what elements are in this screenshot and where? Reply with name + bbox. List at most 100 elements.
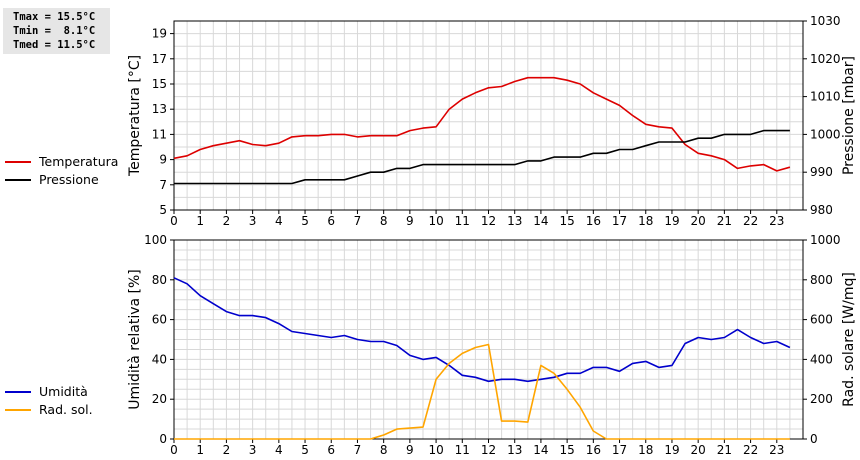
legend-swatch bbox=[5, 161, 31, 163]
x-tick-label: 17 bbox=[612, 443, 627, 457]
x-tick-label: 16 bbox=[586, 443, 601, 457]
x-tick-label: 9 bbox=[406, 214, 414, 228]
x-tick-label: 7 bbox=[354, 214, 362, 228]
x-tick-label: 13 bbox=[507, 214, 522, 228]
x-tick-label: 22 bbox=[743, 443, 758, 457]
x-tick-label: 21 bbox=[717, 214, 732, 228]
y2-tick-label: 600 bbox=[810, 313, 833, 327]
legend-swatch bbox=[5, 409, 31, 411]
y-axis-label: Temperatura [°C] bbox=[127, 55, 143, 177]
x-tick-label: 18 bbox=[638, 443, 653, 457]
y-tick-label: 60 bbox=[152, 313, 167, 327]
y-tick-label: 20 bbox=[152, 392, 167, 406]
x-tick-label: 7 bbox=[354, 443, 362, 457]
chart-panel-1: 0 1 2 3 4 5 6 7 8 9 10 11 12 13 14 15 16 17 18 19 20 21 22 2302… bbox=[127, 233, 857, 457]
y2-tick-label: 1000 bbox=[810, 233, 841, 247]
x-tick-label: 11 bbox=[455, 443, 470, 457]
y-tick-label: 15 bbox=[152, 77, 167, 91]
legend-label: Pressione bbox=[39, 172, 99, 187]
x-tick-label: 21 bbox=[717, 443, 732, 457]
series-line-rad-sol- bbox=[174, 343, 790, 440]
legend-label: Umidità bbox=[39, 384, 88, 399]
y2-tick-label: 1010 bbox=[810, 90, 841, 104]
x-tick-label: 20 bbox=[691, 214, 706, 228]
y2-axis-label: Rad. solare [W/mq] bbox=[841, 272, 857, 407]
x-tick-label: 15 bbox=[559, 214, 574, 228]
x-tick-label: 17 bbox=[612, 214, 627, 228]
series-line-temperatura bbox=[173, 76, 791, 172]
y-tick-label: 19 bbox=[152, 27, 167, 41]
y2-tick-label: 1020 bbox=[810, 52, 841, 66]
x-tick-label: 9 bbox=[406, 443, 414, 457]
legend-radsol-row: Rad. sol. bbox=[5, 402, 125, 418]
legend-label: Rad. sol. bbox=[39, 402, 93, 417]
x-tick-label: 23 bbox=[769, 214, 784, 228]
y-tick-label: 100 bbox=[144, 233, 167, 247]
legend-umidita: Umidità bbox=[5, 384, 125, 400]
y-axis-label: Umidità relativa [%] bbox=[127, 269, 143, 410]
x-tick-label: 8 bbox=[380, 443, 388, 457]
y2-tick-label: 0 bbox=[810, 432, 818, 446]
x-tick-label: 23 bbox=[769, 443, 784, 457]
y2-tick-label: 990 bbox=[810, 165, 833, 179]
y-tick-label: 17 bbox=[152, 52, 167, 66]
x-tick-label: 5 bbox=[301, 214, 309, 228]
x-tick-label: 4 bbox=[275, 214, 283, 228]
y-tick-label: 13 bbox=[152, 102, 167, 116]
series-line-umidit- bbox=[173, 277, 791, 383]
y-tick-label: 40 bbox=[152, 352, 167, 366]
x-tick-label: 0 bbox=[170, 443, 178, 457]
legend-pressione: Pressione bbox=[5, 172, 125, 188]
y2-tick-label: 1000 bbox=[810, 127, 841, 141]
x-tick-label: 14 bbox=[533, 214, 548, 228]
y2-tick-label: 800 bbox=[810, 273, 833, 287]
tmin-text: Tmin = 8.1°C bbox=[13, 25, 96, 37]
legend-temperatura: Temperatura bbox=[5, 154, 125, 170]
y-tick-label: 11 bbox=[152, 127, 167, 141]
y2-tick-label: 1030 bbox=[810, 14, 841, 28]
x-tick-label: 15 bbox=[559, 443, 574, 457]
y2-axis-label: Pressione [mbar] bbox=[841, 56, 857, 175]
y-tick-label: 9 bbox=[159, 153, 167, 167]
y-tick-label: 80 bbox=[152, 273, 167, 287]
tmed-text: Tmed = 11.5°C bbox=[13, 39, 96, 51]
legend-swatch bbox=[5, 391, 31, 393]
x-tick-label: 19 bbox=[664, 443, 679, 457]
y-tick-label: 7 bbox=[159, 178, 167, 192]
x-tick-label: 0 bbox=[170, 214, 178, 228]
x-tick-label: 5 bbox=[301, 443, 309, 457]
x-tick-label: 16 bbox=[586, 214, 601, 228]
x-tick-label: 3 bbox=[249, 443, 257, 457]
x-tick-label: 18 bbox=[638, 214, 653, 228]
y2-tick-label: 200 bbox=[810, 392, 833, 406]
legend-swatch bbox=[5, 179, 31, 181]
x-tick-label: 20 bbox=[691, 443, 706, 457]
x-tick-label: 13 bbox=[507, 443, 522, 457]
x-tick-label: 1 bbox=[196, 214, 204, 228]
tmax-text: Tmax = 15.5°C bbox=[13, 11, 96, 23]
stats-box: Tmax = 15.5°C Tmin = 8.1°C Tmed = 11.5°C bbox=[3, 8, 110, 54]
y-tick-label: 0 bbox=[159, 432, 167, 446]
chart-panel-0: 0 1 2 3 4 5 6 7 8 9 10 11 12 13 14 15 16 17 18 19 20 21 22 2357… bbox=[127, 14, 857, 228]
x-tick-label: 10 bbox=[428, 443, 443, 457]
x-tick-label: 3 bbox=[249, 214, 257, 228]
x-tick-label: 10 bbox=[428, 214, 443, 228]
x-tick-label: 8 bbox=[380, 214, 388, 228]
x-tick-label: 12 bbox=[481, 443, 496, 457]
x-tick-label: 6 bbox=[327, 214, 335, 228]
x-tick-label: 12 bbox=[481, 214, 496, 228]
series-line-pressione bbox=[174, 129, 790, 185]
y2-tick-label: 400 bbox=[810, 352, 833, 366]
x-tick-label: 1 bbox=[196, 443, 204, 457]
x-tick-label: 14 bbox=[533, 443, 548, 457]
legend-label: Temperatura bbox=[39, 154, 119, 169]
y2-tick-label: 980 bbox=[810, 203, 833, 217]
x-tick-label: 11 bbox=[455, 214, 470, 228]
x-tick-label: 19 bbox=[664, 214, 679, 228]
x-tick-label: 6 bbox=[327, 443, 335, 457]
x-tick-label: 22 bbox=[743, 214, 758, 228]
x-tick-label: 4 bbox=[275, 443, 283, 457]
x-tick-label: 2 bbox=[223, 443, 231, 457]
y-tick-label: 5 bbox=[159, 203, 167, 217]
